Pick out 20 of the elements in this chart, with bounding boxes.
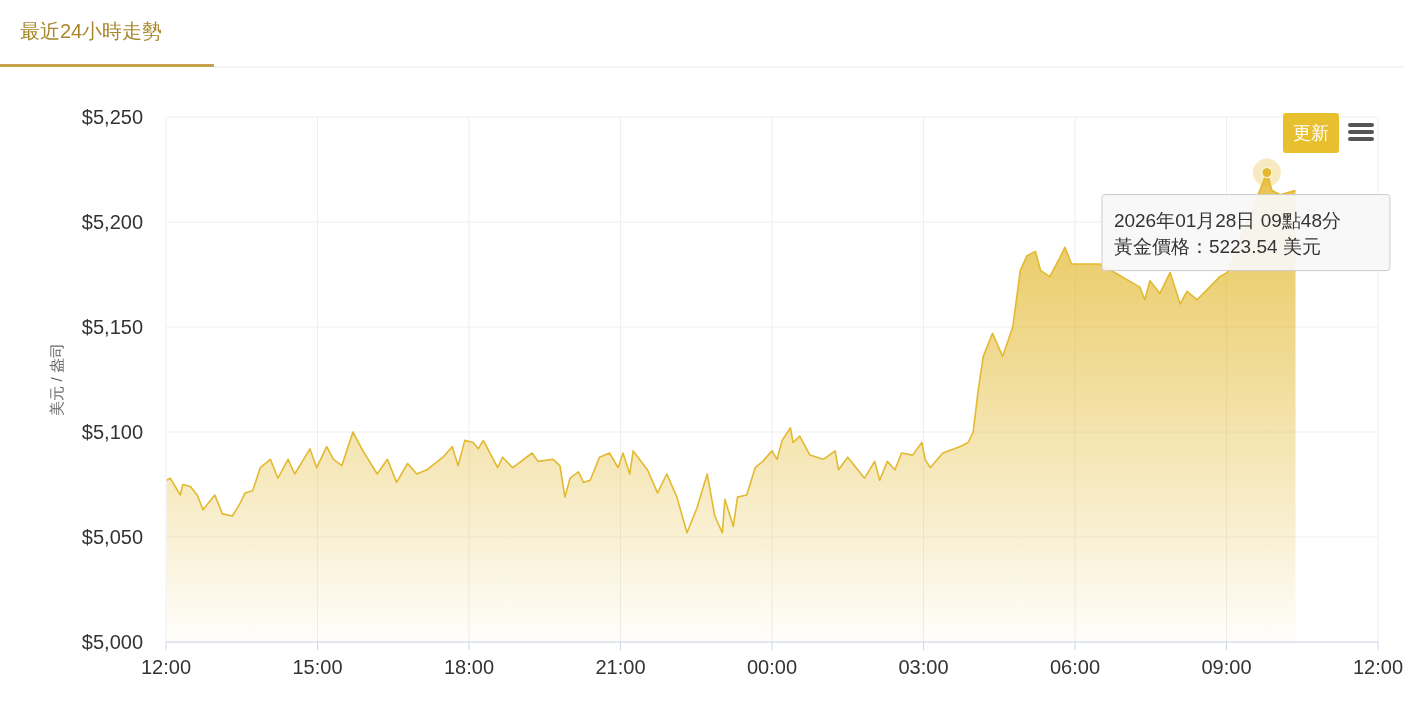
x-tick-label: 21:00: [595, 656, 646, 678]
y-tick-label: $5,100: [81, 421, 143, 443]
x-tick-label: 06:00: [1049, 656, 1101, 678]
annotation: 更新: [1293, 123, 1329, 143]
x-tick-label: 12:00: [140, 656, 192, 678]
y-tick-label: $5,050: [81, 526, 143, 548]
annotation: 黃金價格：5223.54 美元: [1113, 235, 1321, 257]
x-tick-label: 15:00: [292, 656, 343, 678]
y-tick-label: $5,250: [81, 106, 143, 128]
y-tick-label: $5,150: [81, 316, 143, 338]
y-tick-label: $5,200: [81, 211, 143, 233]
y-axis-title: 美元 / 盎司: [48, 343, 65, 416]
x-tick-label: 00:00: [746, 656, 798, 678]
x-tick-label: 12:00: [1352, 656, 1404, 678]
x-tick-label: 18:00: [443, 656, 495, 678]
x-tick-label: 03:00: [898, 656, 949, 678]
annotation: 2026年01月28日 09點48分: [1113, 209, 1341, 231]
x-tick-label: 09:00: [1201, 656, 1252, 678]
chart-title: 最近24小時走勢: [20, 20, 163, 42]
y-tick-label: $5,000: [81, 631, 143, 653]
